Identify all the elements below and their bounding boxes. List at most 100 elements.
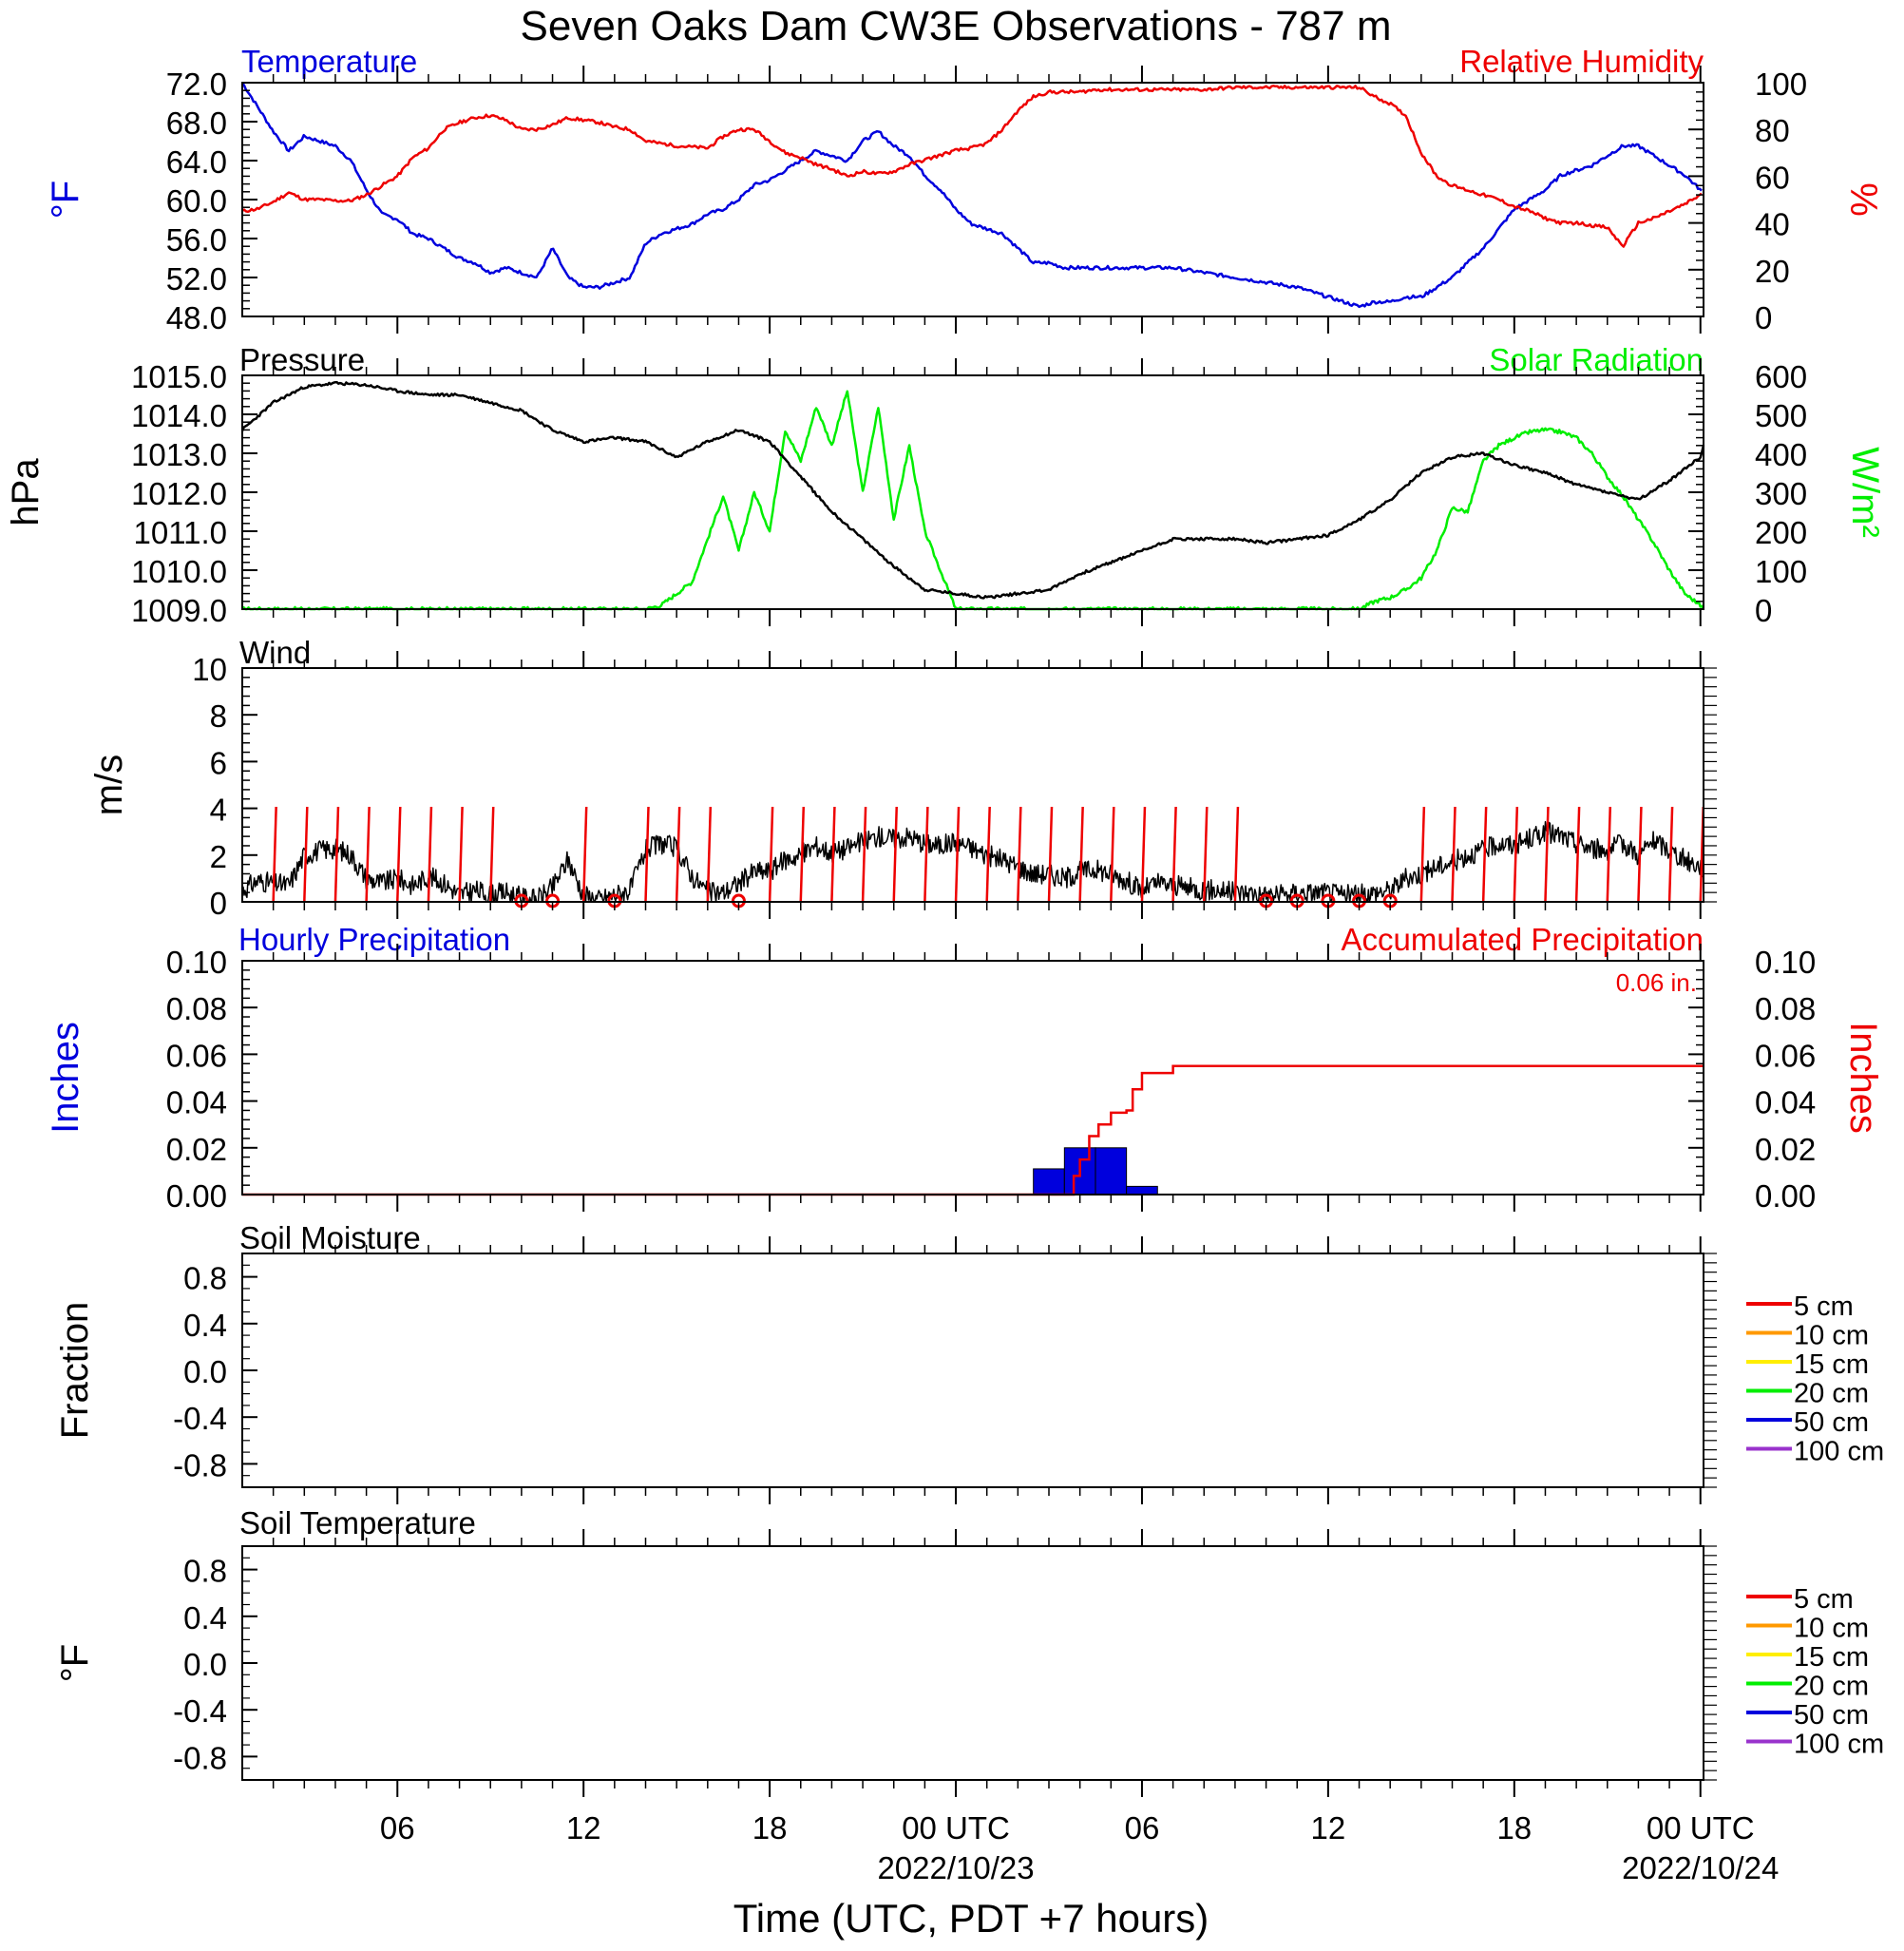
- accum-precip-line-group: [242, 1064, 1704, 1196]
- soil-moisture-title: Soil Moisture: [239, 1220, 421, 1255]
- y-tick-label: 0.02: [166, 1132, 227, 1167]
- y-tick-label: 0.04: [1755, 1085, 1816, 1120]
- y-tick-label: -0.8: [173, 1740, 227, 1775]
- wind-barbs-group: [272, 806, 1704, 909]
- y-tick-label: 6: [210, 745, 227, 780]
- accum-precip-title: Accumulated Precipitation: [1341, 922, 1704, 957]
- y-tick-label: 8: [210, 698, 227, 734]
- humidity-line-group: [241, 85, 1703, 248]
- y-tick-label: 80: [1755, 113, 1790, 148]
- wind-barb: [1171, 806, 1177, 903]
- x-axis-label: Time (UTC, PDT +7 hours): [733, 1896, 1209, 1941]
- wind-barb: [458, 806, 464, 903]
- wind-barb: [923, 806, 929, 903]
- hourly-precip-title: Hourly Precipitation: [238, 922, 510, 957]
- humidity-title: Relative Humidity: [1459, 44, 1704, 79]
- y-tick-label: 52.0: [166, 261, 227, 296]
- solar-line-group: [241, 390, 1705, 611]
- wind-barb: [1544, 806, 1550, 903]
- soil-temperature-ticks: 0.8 0.4 0.0 -0.4 -0.8: [173, 1545, 1717, 1781]
- y-tick-label: -0.4: [173, 1401, 227, 1436]
- y-tick-label: 0.8: [183, 1261, 227, 1296]
- y-tick-label: 0.0: [183, 1647, 227, 1682]
- wind-barb: [1606, 806, 1612, 903]
- y-tick-label: 0: [1755, 593, 1772, 628]
- solar-radiation-line: [241, 390, 1705, 611]
- wind-axis-label: m/s: [88, 755, 130, 815]
- legend-label: 20 cm: [1794, 1672, 1869, 1702]
- chart-title: Seven Oaks Dam CW3E Observations - 787 m: [521, 3, 1392, 49]
- accum-precip-ticks: 0.10 0.08 0.06 0.04 0.02 0.00: [1688, 945, 1816, 1214]
- legend-label: 50 cm: [1794, 1700, 1869, 1731]
- y-tick-label: 1013.0: [131, 437, 227, 472]
- y-tick-label: 0.8: [183, 1554, 227, 1589]
- wind-title: Wind: [239, 635, 311, 670]
- legend-label: 10 cm: [1794, 1614, 1869, 1644]
- y-tick-label: 0.4: [183, 1308, 227, 1343]
- panel-wind: Wind m/s 10 8 6 4 2 0: [88, 635, 1717, 921]
- y-tick-label: 600: [1755, 359, 1807, 394]
- y-tick-label: 1015.0: [131, 359, 227, 394]
- y-tick-label: 10: [192, 652, 227, 687]
- y-tick-label: 1011.0: [134, 515, 227, 550]
- pressure-title: Pressure: [239, 342, 365, 377]
- temperature-line-group: [240, 82, 1703, 309]
- x-tick-label: 12: [1311, 1810, 1346, 1846]
- wind-barb: [333, 806, 340, 903]
- y-tick-label: 0.4: [183, 1600, 227, 1635]
- temperature-line: [240, 82, 1703, 309]
- temperature-ticks: 72.068.064.060.056.052.0 48.0: [166, 67, 257, 335]
- panel-precipitation: Hourly Precipitation Accumulated Precipi…: [45, 922, 1884, 1214]
- wind-line-group: [241, 821, 1704, 903]
- x-tick-label: 18: [1496, 1810, 1532, 1846]
- y-tick-label: 1014.0: [131, 398, 227, 433]
- wind-barb: [396, 806, 402, 903]
- y-tick-label: 300: [1755, 476, 1807, 511]
- y-tick-label: 0.00: [1755, 1178, 1816, 1214]
- y-tick-label: 0.10: [1755, 945, 1816, 980]
- pressure-line-group: [240, 380, 1705, 600]
- panel-pressure-solar: Pressure Solar Radiation hPa W/m² 1015.0…: [5, 342, 1886, 628]
- wind-barb: [1419, 806, 1426, 903]
- y-tick-label: 40: [1755, 207, 1790, 242]
- soil-moisture-ticks: 0.8 0.4 0.0 -0.4 -0.8: [173, 1253, 1717, 1488]
- wind-barb: [1110, 806, 1115, 903]
- soil-temperature-title: Soil Temperature: [239, 1505, 476, 1540]
- wind-barb: [581, 806, 588, 903]
- accum-precip-axis-label: Inches: [1842, 1022, 1884, 1134]
- y-tick-label: 200: [1755, 515, 1807, 550]
- hourly-precip-bar: [1033, 1168, 1065, 1195]
- temperature-axis-label: °F: [45, 181, 86, 219]
- y-tick-label: 100: [1755, 67, 1807, 102]
- hourly-precip-bar: [1095, 1147, 1128, 1195]
- y-tick-label: 1010.0: [131, 554, 227, 589]
- wind-barb: [644, 806, 650, 903]
- y-tick-label: 60: [1755, 160, 1790, 195]
- wind-barb: [427, 806, 433, 903]
- y-tick-label: 1012.0: [131, 476, 227, 511]
- y-tick-label: 0.10: [166, 945, 227, 980]
- pressure-axis-label: hPa: [5, 458, 47, 526]
- solar-ticks: 600 500 400 300 200 100 0: [1688, 359, 1807, 628]
- wind-barb: [1203, 806, 1209, 903]
- hourly-precip-bar: [1126, 1185, 1158, 1195]
- panel-frame: [241, 667, 1704, 903]
- y-tick-label: 0: [1755, 300, 1772, 335]
- hourly-precip-ticks: 0.10 0.08 0.06 0.04 0.02 0.00: [166, 945, 257, 1214]
- soil-temperature-axis-label: °F: [54, 1644, 96, 1682]
- panel-soil-temperature: Soil Temperature °F 0.8 0.4 0.0 -0.4 -0.8 5 …: [54, 1505, 1884, 1781]
- wind-barb: [1140, 806, 1147, 903]
- humidity-axis-label: %: [1842, 182, 1884, 217]
- wind-barb: [1574, 806, 1581, 903]
- legend-label: 20 cm: [1794, 1379, 1869, 1409]
- y-tick-label: 68.0: [166, 105, 227, 141]
- y-tick-label: 64.0: [166, 144, 227, 180]
- x-tick-label: 00 UTC: [902, 1810, 1010, 1846]
- y-tick-label: -0.4: [173, 1693, 227, 1729]
- legend-label: 100 cm: [1794, 1730, 1884, 1760]
- wind-barb: [799, 806, 806, 903]
- wind-ticks: 10 8 6 4 2 0: [192, 652, 1717, 921]
- y-tick-label: 20: [1755, 254, 1790, 289]
